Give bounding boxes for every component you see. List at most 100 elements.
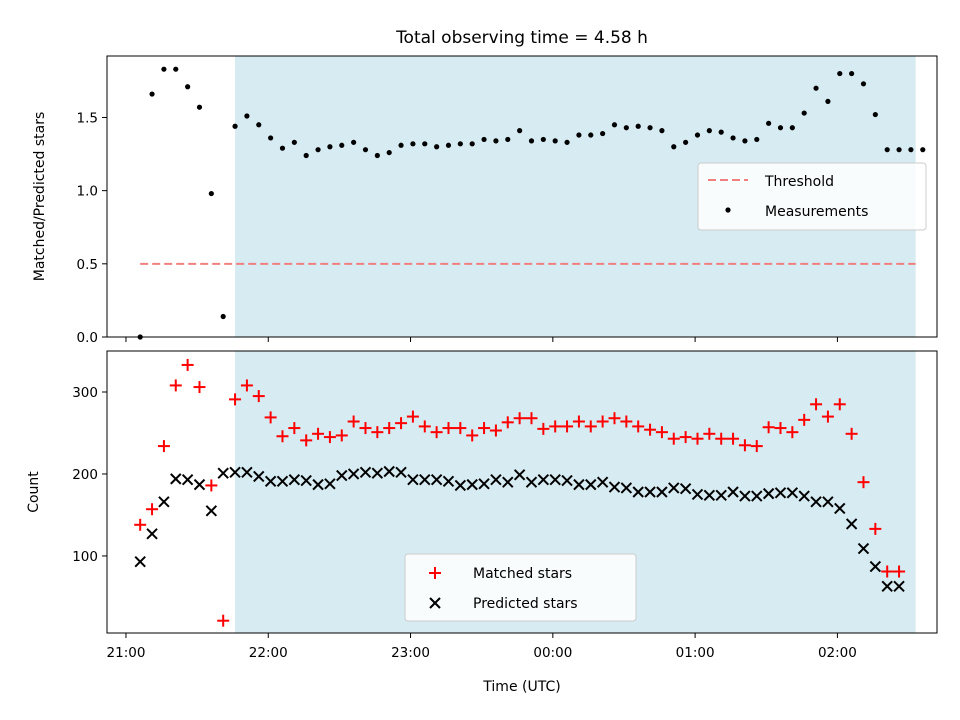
measurement-point (173, 66, 179, 72)
predicted-star-point (419, 473, 431, 486)
predicted-star-point (703, 489, 716, 501)
measurement-point (671, 144, 677, 150)
matched-star-point (525, 412, 538, 425)
matched-star-point (644, 423, 657, 436)
matched-star-point (608, 412, 621, 425)
matched-star-point (359, 422, 372, 435)
x-tick-label: 22:00 (249, 645, 288, 661)
bottom-y-tick-label: 100 (72, 549, 98, 565)
predicted-star-point (454, 479, 467, 492)
predicted-star-point (549, 473, 561, 486)
predicted-star-point (430, 473, 443, 486)
measurement-point (789, 125, 795, 131)
predicted-star-point (573, 478, 585, 491)
measurement-point (896, 147, 902, 153)
predicted-star-point (347, 468, 360, 480)
measurement-point (540, 136, 546, 143)
measurement-point (327, 144, 333, 150)
measurement-point (303, 152, 309, 159)
measurement-point (445, 142, 452, 148)
predicted-star-point (502, 476, 514, 488)
measurement-point (884, 147, 890, 153)
measurement-point (481, 136, 487, 143)
matched-star-point (323, 431, 336, 444)
measurement-point (647, 125, 653, 131)
predicted-star-point (644, 486, 656, 498)
top-y-tick-label: 0.0 (77, 330, 98, 346)
predicted-star-point (146, 528, 158, 540)
matched-star-point (750, 440, 763, 453)
predicted-star-point (395, 466, 407, 479)
predicted-star-point (798, 490, 810, 502)
bottom-legend: Matched stars Predicted stars (404, 553, 637, 622)
predicted-star-point (288, 473, 301, 486)
matched-star-point (146, 503, 159, 516)
matched-star-point (810, 398, 823, 411)
legend-predicted-swatch (429, 597, 441, 609)
predicted-star-point (893, 580, 905, 592)
matched-star-point (857, 476, 870, 489)
matched-star-point (371, 426, 384, 439)
matched-star-point (881, 565, 894, 578)
matched-star-point (845, 427, 858, 440)
top-legend: Threshold Measurements (697, 162, 927, 231)
matched-star-point (513, 412, 526, 425)
top-y-axis-label: Matched/Predicted stars (32, 112, 48, 282)
predicted-star-point (751, 490, 763, 502)
predicted-star-point (513, 469, 526, 481)
predicted-star-point (869, 560, 882, 573)
matched-star-point (572, 415, 585, 428)
bottom-panel: 21:00 22:00 23:00 00:00 01:00 02:00100200300 … (26, 350, 938, 695)
matched-star-point (240, 379, 253, 392)
measurement-point (434, 144, 440, 150)
legend-measurements-label: Measurements (765, 204, 868, 220)
predicted-star-point (762, 487, 775, 500)
measurement-point (730, 135, 736, 141)
measurement-point (374, 152, 380, 159)
matched-star-point (584, 420, 597, 433)
measurement-point (694, 132, 701, 138)
predicted-star-point (205, 505, 218, 517)
predicted-star-point (786, 487, 799, 499)
matched-star-point (667, 432, 680, 445)
measurement-point (742, 138, 748, 144)
x-tick-label: 23:00 (391, 645, 430, 661)
predicted-star-point (561, 474, 573, 487)
measurement-point (825, 98, 831, 104)
matched-star-point (157, 440, 170, 453)
predicted-star-point (336, 469, 348, 482)
chart-title: Total observing time = 4.58 h (395, 28, 648, 48)
matched-star-point (762, 421, 775, 434)
predicted-star-point (596, 476, 609, 488)
measurement-point (920, 147, 926, 153)
measurement-point (232, 123, 238, 129)
predicted-star-point (383, 465, 395, 478)
predicted-star-point (585, 478, 597, 491)
measurement-point (469, 141, 475, 147)
predicted-star-point (810, 496, 822, 508)
measurement-point (279, 145, 286, 151)
predicted-star-point (857, 542, 870, 555)
matched-star-point (774, 422, 787, 435)
predicted-star-point (229, 466, 241, 479)
predicted-star-point (620, 482, 633, 494)
predicted-star-point (632, 486, 644, 498)
predicted-star-point (774, 487, 787, 499)
matched-star-point (703, 427, 716, 440)
matched-star-point (193, 381, 206, 394)
measurement-point (517, 128, 523, 134)
matched-star-point (537, 422, 550, 435)
predicted-star-point (679, 483, 692, 495)
matched-star-point (406, 410, 419, 423)
measurement-point (766, 120, 772, 126)
measurement-point (493, 138, 499, 144)
matched-star-point (252, 390, 265, 403)
matched-star-point (312, 427, 325, 440)
matched-star-point (418, 420, 431, 433)
predicted-star-point (656, 486, 668, 498)
predicted-star-point (217, 467, 229, 479)
legend-predicted-label: Predicted stars (473, 596, 578, 612)
measurement-point (528, 138, 535, 144)
x-tick-label: 01:00 (676, 645, 715, 661)
matched-star-point (181, 358, 194, 371)
